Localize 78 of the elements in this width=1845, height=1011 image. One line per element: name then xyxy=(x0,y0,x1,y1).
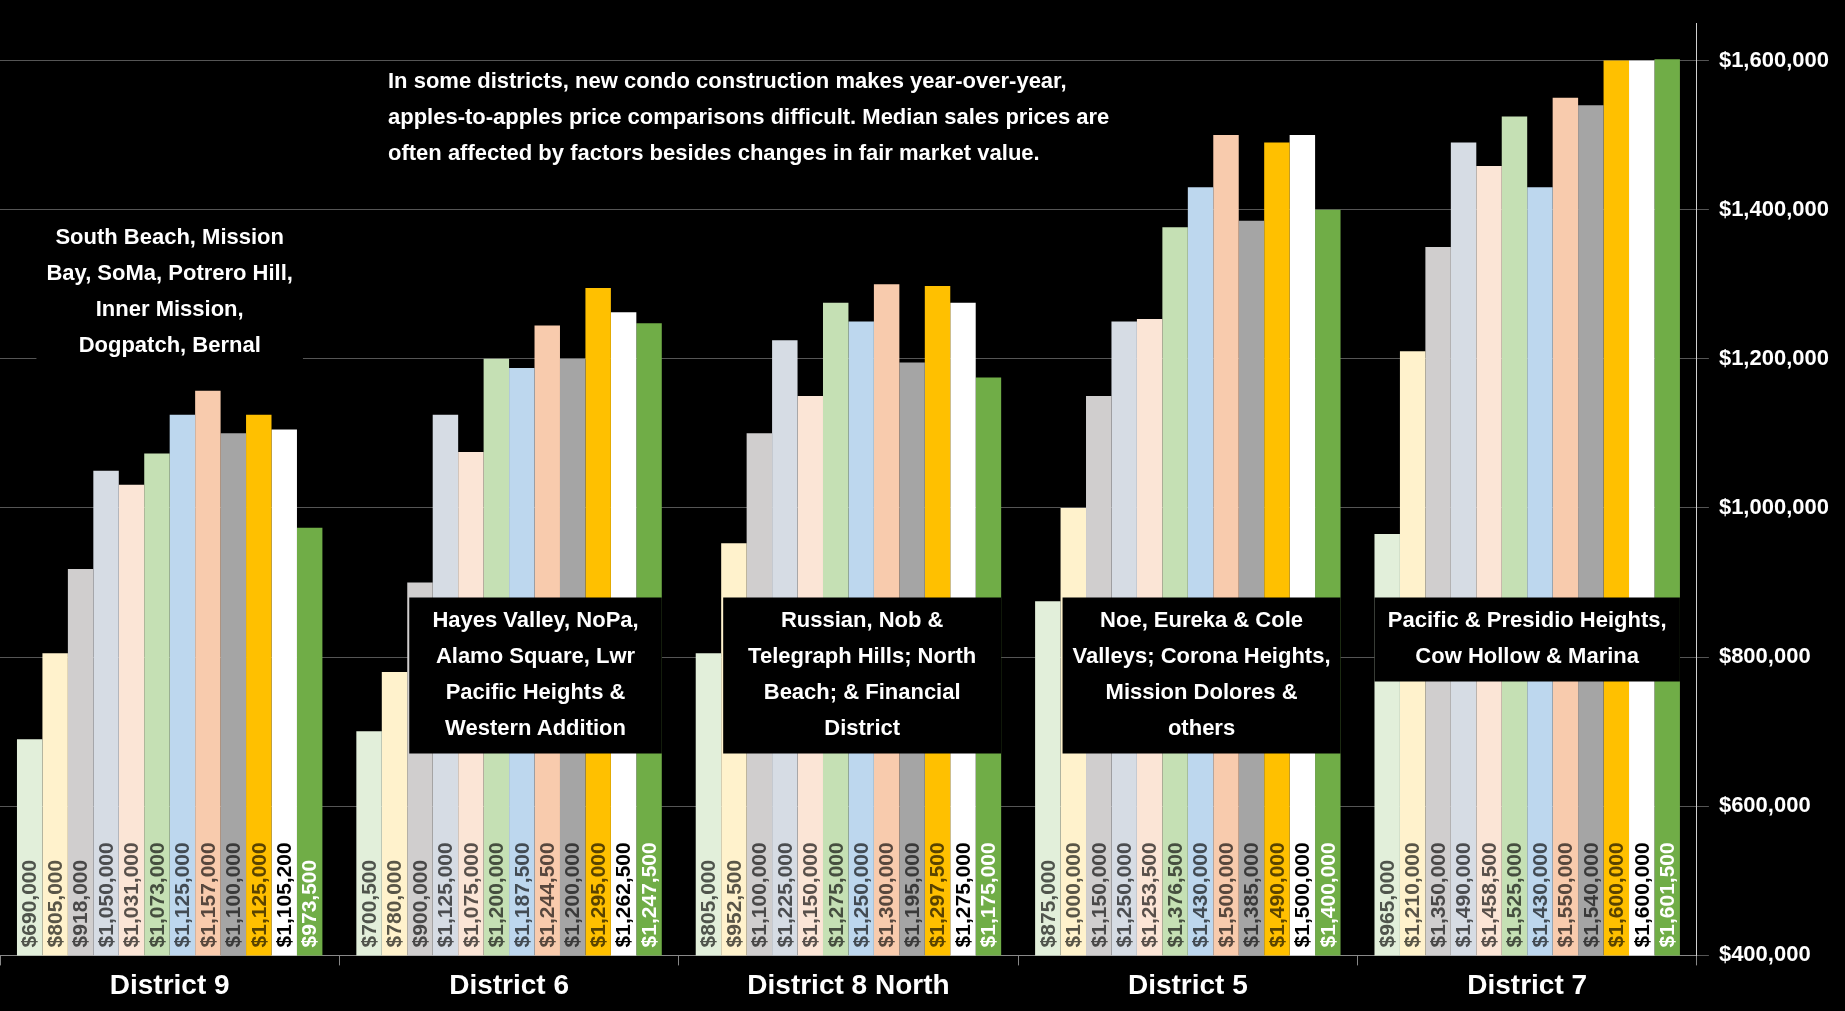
data-label: $1,210,000 xyxy=(1400,842,1424,948)
data-label: $952,500 xyxy=(721,859,745,948)
x-tick-label: District 8 North xyxy=(747,968,950,1000)
x-tick-label: District 9 xyxy=(109,968,230,1000)
data-label: $700,500 xyxy=(356,859,380,948)
data-label: $1,244,500 xyxy=(535,842,559,948)
data-label: $1,075,000 xyxy=(458,842,482,948)
data-label: $1,195,000 xyxy=(899,842,923,948)
data-label: $1,540,000 xyxy=(1578,842,1602,948)
data-label: $973,500 xyxy=(297,859,321,948)
data-label: $1,500,000 xyxy=(1290,842,1314,948)
data-label: $1,300,000 xyxy=(874,842,898,948)
data-label: $1,275,000 xyxy=(823,842,847,948)
data-label: $1,430,000 xyxy=(1188,842,1212,948)
data-label: $965,000 xyxy=(1375,859,1399,948)
data-label: $1,200,000 xyxy=(484,842,508,948)
x-tick-label: District 6 xyxy=(449,968,569,1000)
data-label: $1,295,000 xyxy=(585,842,609,948)
data-label: $1,250,000 xyxy=(1111,842,1135,948)
data-label: $1,550,000 xyxy=(1553,842,1577,948)
data-label: $1,100,000 xyxy=(747,842,771,948)
annotation: Russian, Nob & Telegraph Hills; North Beach; & Financial District xyxy=(748,607,977,741)
y-tick-label: $800,000 xyxy=(1718,643,1811,669)
data-label: $1,458,500 xyxy=(1476,842,1500,948)
data-label: $1,200,000 xyxy=(560,842,584,948)
data-label: $1,105,200 xyxy=(272,842,296,948)
data-label: $1,125,000 xyxy=(433,842,457,948)
y-tick-label: $1,600,000 xyxy=(1718,46,1829,72)
data-label: $1,050,000 xyxy=(93,842,117,948)
data-label: $1,225,000 xyxy=(772,842,796,948)
y-tick-label: $600,000 xyxy=(1718,792,1811,818)
annotation: Pacific & Presidio Heights, Cow Hollow & Marina xyxy=(1387,607,1667,669)
data-label: $780,000 xyxy=(382,859,406,948)
data-label: $1,253,500 xyxy=(1137,842,1161,948)
x-tick-label: District 5 xyxy=(1127,968,1248,1000)
data-label: $1,490,000 xyxy=(1264,842,1288,948)
data-label: $805,000 xyxy=(42,859,66,948)
data-label: $1,247,500 xyxy=(636,842,660,948)
x-tick-label: District 7 xyxy=(1467,968,1588,1000)
data-label: $1,275,000 xyxy=(950,842,974,948)
data-label: $1,150,000 xyxy=(798,842,822,948)
y-tick-label: $400,000 xyxy=(1718,941,1811,967)
y-tick-label: $1,400,000 xyxy=(1718,195,1829,221)
data-label: $805,000 xyxy=(696,859,720,948)
data-label: $1,250,000 xyxy=(848,842,872,948)
data-label: $1,430,000 xyxy=(1527,842,1551,948)
data-label: $1,000,000 xyxy=(1061,842,1085,948)
data-label: $1,601,500 xyxy=(1654,842,1678,948)
data-label: $1,150,000 xyxy=(1086,842,1110,948)
data-label: $1,100,000 xyxy=(221,842,245,948)
data-label: $1,031,000 xyxy=(119,842,143,948)
annotation: Hayes Valley, NoPa, Alamo Square, Lwr Pacific Heights & Western Addition xyxy=(432,607,639,741)
y-tick-label: $1,000,000 xyxy=(1718,494,1829,520)
data-label: $1,525,000 xyxy=(1502,842,1526,948)
data-label: $1,600,000 xyxy=(1629,842,1653,948)
data-label: $1,490,000 xyxy=(1451,842,1475,948)
annotation: In some districts, new condo construction makes year-over-year, apples-to-apples price comparisons difficult. Median sales prices are often affected by factors besides changes in fair market value. xyxy=(388,68,1110,166)
y-tick-label: $1,200,000 xyxy=(1718,344,1829,370)
data-label: $918,000 xyxy=(68,859,92,948)
data-label: $1,157,000 xyxy=(195,842,219,948)
data-label: $1,175,000 xyxy=(976,842,1000,948)
data-label: $1,262,500 xyxy=(611,842,635,948)
data-label: $1,376,500 xyxy=(1162,842,1186,948)
data-label: $1,600,000 xyxy=(1604,842,1628,948)
data-label: $1,073,000 xyxy=(144,842,168,948)
data-label: $1,187,500 xyxy=(509,842,533,948)
annotation: South Beach, Mission Bay, SoMa, Potrero Hill, Inner Mission, Dogpatch, Bernal xyxy=(46,224,293,358)
data-label: $1,297,500 xyxy=(925,842,949,948)
annotation: Noe, Eureka & Cole Valleys; Corona Heights, Mission Dolores & others xyxy=(1072,607,1331,741)
data-label: $1,500,000 xyxy=(1213,842,1237,948)
data-label: $1,350,000 xyxy=(1425,842,1449,948)
data-label: $1,125,000 xyxy=(170,842,194,948)
data-label: $875,000 xyxy=(1035,859,1059,948)
data-label: $1,125,000 xyxy=(246,842,270,948)
data-label: $1,385,000 xyxy=(1239,842,1263,948)
data-label: $1,400,000 xyxy=(1315,842,1339,948)
data-label: $900,000 xyxy=(407,859,431,948)
data-label: $690,000 xyxy=(17,859,41,948)
